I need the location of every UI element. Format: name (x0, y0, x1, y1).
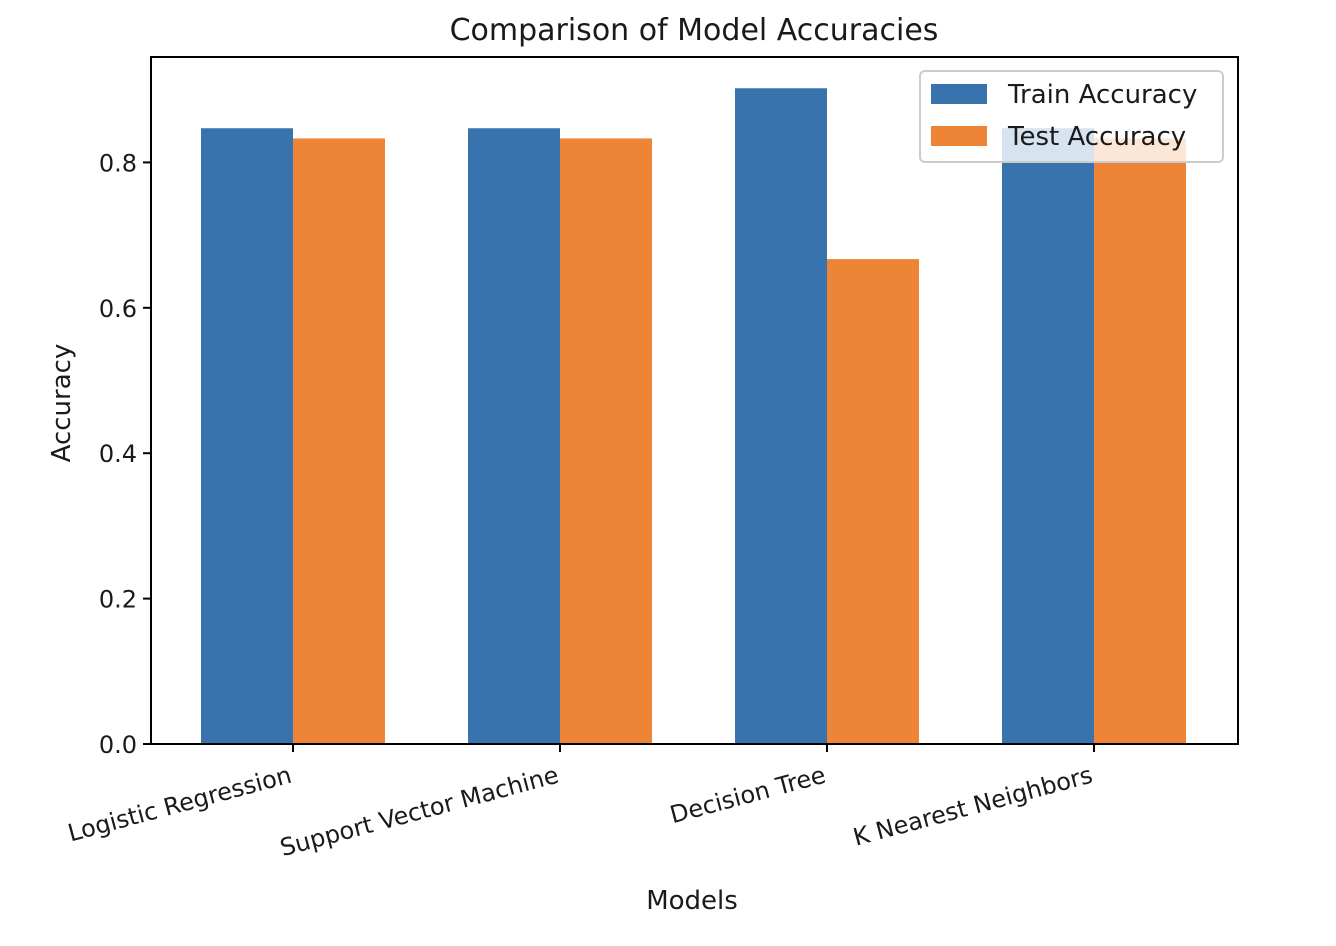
x-tick-label: Decision Tree (667, 761, 829, 829)
x-tick-label: Logistic Regression (65, 761, 295, 848)
y-axis: 0.0 0.2 0.4 0.6 0.8 (99, 149, 151, 759)
bars-group (201, 88, 1186, 744)
legend-box (919, 70, 1224, 163)
y-tick-label: 0.4 (99, 440, 137, 468)
bar-test-1 (560, 138, 652, 744)
bar-test-2 (827, 259, 919, 744)
x-tick-label: K Nearest Neighbors (850, 761, 1095, 852)
chart-title: Comparison of Model Accuracies (450, 13, 939, 48)
bar-train-1 (468, 128, 560, 744)
y-tick-label: 0.6 (99, 295, 137, 323)
bar-train-0 (201, 128, 293, 744)
y-tick-label: 0.8 (99, 149, 137, 177)
bar-test-3 (1094, 138, 1186, 744)
x-tick-label: Support Vector Machine (277, 761, 562, 862)
bar-train-3 (1002, 128, 1094, 744)
legend-label-train: Train Accuracy (1007, 80, 1197, 110)
bar-train-2 (735, 88, 827, 744)
bar-test-0 (293, 138, 385, 744)
x-axis-label: Models (646, 886, 738, 916)
legend-swatch-train (931, 84, 987, 104)
plot-frame (150, 56, 1239, 745)
legend: Train Accuracy Test Accuracy (919, 70, 1224, 163)
legend-label-test: Test Accuracy (1007, 122, 1186, 152)
y-tick-label: 0.0 (99, 731, 137, 759)
y-axis-label: Accuracy (47, 344, 77, 463)
y-tick-label: 0.2 (99, 586, 137, 614)
legend-swatch-test (931, 126, 987, 146)
